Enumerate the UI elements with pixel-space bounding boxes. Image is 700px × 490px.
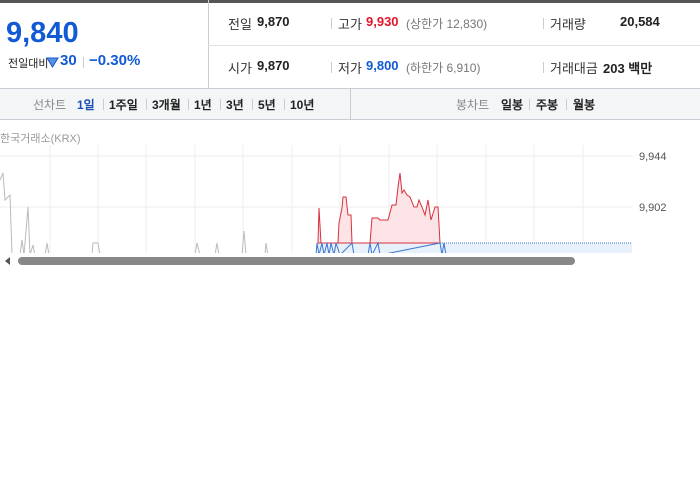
separator — [331, 62, 332, 73]
plot — [0, 145, 632, 253]
divider — [208, 0, 209, 88]
axis-label: 9,902 — [639, 202, 667, 214]
stat-value: 9,870 — [257, 58, 290, 73]
candle-tab[interactable]: 주봉 — [536, 98, 559, 112]
change: 30 — [60, 52, 77, 69]
divider — [350, 89, 351, 119]
grid — [0, 145, 632, 253]
stat-value: 203 백만 — [603, 61, 653, 76]
stat-value: 20,584 — [620, 14, 660, 29]
stat-value: 9,870 — [257, 14, 290, 29]
quote-panel: 9,840 전일대비 30 −0.30% — [0, 0, 700, 88]
separator — [252, 99, 253, 110]
chart-source: 한국거래소(KRX) — [0, 133, 81, 145]
below-area — [318, 243, 632, 253]
separator — [331, 18, 332, 29]
separator — [284, 99, 285, 110]
period-tab[interactable]: 3년 — [226, 98, 244, 112]
stat-value: 9,800 — [366, 58, 399, 73]
stat-label: 시가 — [228, 61, 252, 76]
separator — [83, 57, 84, 68]
price-line-red — [317, 172, 441, 244]
price-line-blue — [315, 241, 447, 253]
toolbar: 선차트 1일 1주일 3개월 1년 3년 5년 10년 봉차트 일봉 주봉 월봉 — [0, 88, 700, 120]
candle-tab[interactable]: 일봉 — [501, 98, 524, 112]
stat-value: 9,930 — [366, 14, 399, 29]
period-tab[interactable]: 5년 — [258, 98, 276, 112]
change-rate: −0.30% — [89, 52, 141, 69]
divider — [208, 45, 700, 46]
period-tab[interactable]: 1주일 — [109, 98, 138, 112]
period-tab[interactable]: 1일 — [77, 98, 95, 112]
axis-label: 9,944 — [639, 151, 667, 163]
scroll-left[interactable] — [5, 257, 10, 265]
separator — [529, 99, 530, 110]
price-line-gray — [0, 172, 269, 253]
stat-label: 거래량 — [550, 17, 586, 32]
stat-label: 저가 — [338, 61, 362, 76]
separator — [566, 99, 567, 110]
period-tab[interactable]: 10년 — [290, 98, 315, 112]
line-chart-label: 선차트 — [33, 98, 67, 112]
stat-note: (하한가 6,910) — [406, 61, 481, 75]
separator — [103, 99, 104, 110]
stat-label: 고가 — [338, 17, 362, 32]
stat-note: (상한가 12,830) — [406, 17, 488, 31]
chart: 9,944 9,902 — [0, 145, 700, 267]
separator — [543, 18, 544, 29]
price: 9,840 — [6, 17, 79, 49]
period-tab[interactable]: 3개월 — [152, 98, 181, 112]
scroll-thumb[interactable] — [18, 257, 575, 265]
candle-chart-label: 봉차트 — [456, 98, 490, 112]
separator — [543, 62, 544, 73]
period-tab[interactable]: 1년 — [194, 98, 212, 112]
change-label: 전일대비 — [8, 58, 49, 70]
separator — [188, 99, 189, 110]
separator — [220, 99, 221, 110]
down-icon — [46, 57, 59, 68]
stat-label: 거래대금 — [550, 61, 598, 76]
separator — [146, 99, 147, 110]
candle-tab[interactable]: 월봉 — [573, 98, 596, 112]
stat-label: 전일 — [228, 17, 252, 32]
